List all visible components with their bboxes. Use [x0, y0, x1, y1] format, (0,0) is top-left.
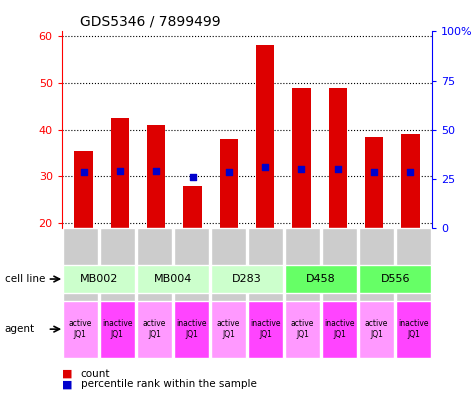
- Point: [407, 169, 414, 175]
- Bar: [147, 125, 165, 228]
- Bar: [111, 118, 129, 228]
- Text: inactive
JQ1: inactive JQ1: [176, 320, 207, 339]
- Point: [189, 174, 196, 180]
- Text: D283: D283: [232, 274, 262, 284]
- Text: inactive
JQ1: inactive JQ1: [324, 320, 355, 339]
- Text: active
JQ1: active JQ1: [217, 320, 240, 339]
- Text: GDS5346 / 7899499: GDS5346 / 7899499: [80, 15, 221, 29]
- Point: [152, 168, 160, 174]
- Point: [334, 166, 342, 172]
- Text: count: count: [81, 369, 110, 379]
- Text: D458: D458: [306, 274, 336, 284]
- Text: active
JQ1: active JQ1: [142, 320, 166, 339]
- Bar: [183, 186, 201, 228]
- Point: [225, 169, 233, 175]
- Bar: [401, 134, 419, 228]
- Text: agent: agent: [5, 324, 35, 334]
- Text: MB004: MB004: [154, 274, 192, 284]
- Text: D556: D556: [380, 274, 410, 284]
- Bar: [220, 139, 238, 228]
- Bar: [75, 151, 93, 228]
- Text: MB002: MB002: [80, 274, 118, 284]
- Bar: [293, 88, 311, 228]
- Point: [261, 164, 269, 170]
- Text: inactive
JQ1: inactive JQ1: [250, 320, 281, 339]
- Point: [116, 168, 124, 174]
- Text: inactive
JQ1: inactive JQ1: [102, 320, 133, 339]
- Text: active
JQ1: active JQ1: [68, 320, 92, 339]
- Text: cell line: cell line: [5, 274, 45, 284]
- Point: [370, 169, 378, 175]
- Text: active
JQ1: active JQ1: [365, 320, 389, 339]
- Bar: [329, 88, 347, 228]
- Point: [298, 166, 305, 172]
- Text: inactive
JQ1: inactive JQ1: [399, 320, 429, 339]
- Text: percentile rank within the sample: percentile rank within the sample: [81, 379, 256, 389]
- Text: active
JQ1: active JQ1: [291, 320, 314, 339]
- Point: [80, 169, 87, 175]
- Text: ■: ■: [62, 369, 72, 379]
- Bar: [256, 46, 274, 228]
- Text: ■: ■: [62, 379, 72, 389]
- Bar: [365, 137, 383, 228]
